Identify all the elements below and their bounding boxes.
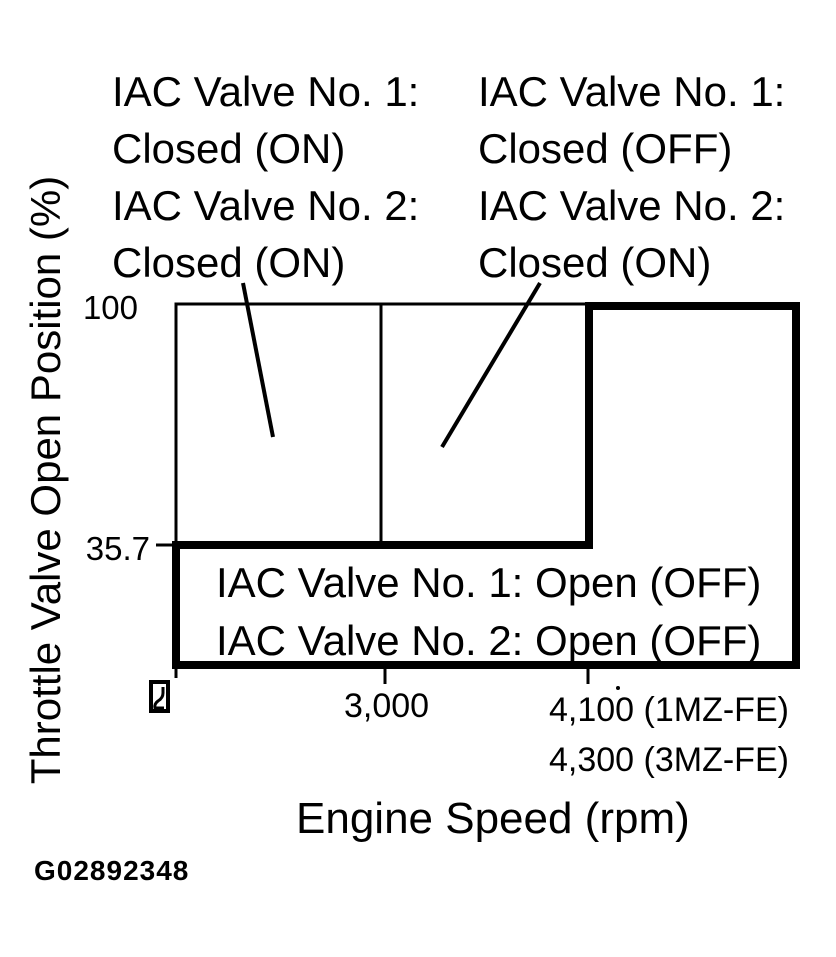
- y-tick-100: 100: [82, 289, 138, 326]
- callout-line: IAC Valve No. 1:: [112, 68, 420, 115]
- callout-line: IAC Valve No. 1:: [478, 68, 786, 115]
- y-tick-35-7: 35.7: [85, 530, 150, 567]
- x-tick-4100-1mzfe: 4,100 (1MZ-FE): [549, 691, 789, 729]
- callout-line: Closed (ON): [112, 239, 346, 286]
- callout-line: IAC Valve No. 2:: [112, 182, 420, 229]
- callout-line: IAC Valve No. 2:: [478, 182, 786, 229]
- leader-line-left: [241, 282, 275, 438]
- callout-closed-off: IAC Valve No. 1: Closed (OFF) IAC Valve …: [478, 63, 785, 291]
- x-axis-title: Engine Speed (rpm): [296, 794, 690, 843]
- open-region-line: IAC Valve No. 1: Open (OFF): [216, 559, 762, 606]
- x-tick-3000: 3,000: [344, 687, 430, 725]
- x-tick-4300-3mzfe: 4,300 (3MZ-FE): [549, 741, 789, 779]
- missing-glyph-icon: [149, 680, 170, 713]
- callout-line: Closed (ON): [478, 239, 712, 286]
- open-region-label: IAC Valve No. 1: Open (OFF) IAC Valve No…: [216, 554, 761, 670]
- callout-line: Closed (OFF): [478, 125, 733, 172]
- callout-closed-on: IAC Valve No. 1: Closed (ON) IAC Valve N…: [112, 63, 419, 291]
- open-region-outline: [172, 302, 800, 669]
- leader-line-right: [440, 281, 542, 449]
- plot-border-thin: [174, 302, 588, 546]
- artifact-dot: [616, 686, 620, 690]
- callout-line: Closed (ON): [112, 125, 346, 172]
- figure-id: G02892348: [34, 855, 190, 886]
- open-region-line: IAC Valve No. 2: Open (OFF): [216, 617, 762, 664]
